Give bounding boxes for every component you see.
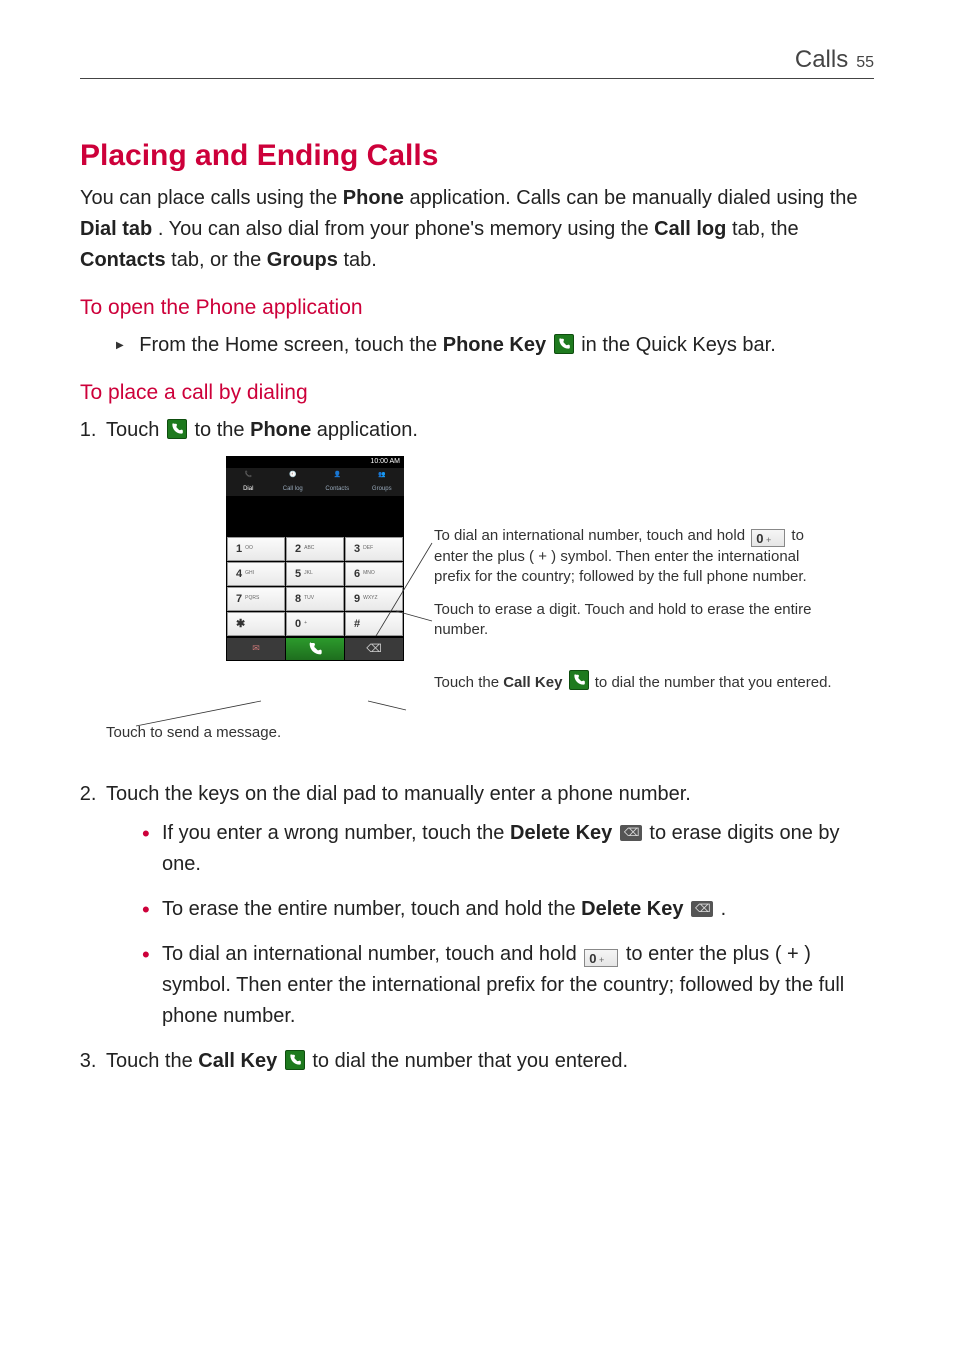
bullet-bold: Delete Key bbox=[510, 822, 618, 844]
key-star[interactable]: ✱ bbox=[227, 612, 285, 636]
callout-send-message: Touch to send a message. bbox=[106, 721, 874, 744]
bullet-text: . bbox=[721, 898, 727, 920]
bullet-bold: Delete Key bbox=[581, 898, 689, 920]
step2-bullet-a: If you enter a wrong number, touch the D… bbox=[142, 818, 874, 880]
step3-text: to dial the number that you entered. bbox=[312, 1050, 628, 1072]
step-3: Touch the Call Key to dial the number th… bbox=[102, 1046, 874, 1077]
intro-text: tab, the bbox=[732, 218, 799, 240]
step2-bullet-b: To erase the entire number, touch and ho… bbox=[142, 894, 874, 925]
delete-key-icon bbox=[620, 825, 642, 841]
phone-key-icon bbox=[167, 419, 187, 439]
header-section: Calls bbox=[795, 46, 848, 74]
status-time: 10:00 AM bbox=[370, 458, 400, 465]
phone-key-icon bbox=[285, 1050, 305, 1070]
tab-contacts[interactable]: 👤Contacts bbox=[315, 468, 360, 496]
tab-call-log[interactable]: 🕘Call log bbox=[271, 468, 316, 496]
figure-callouts: To dial an international number, touch a… bbox=[434, 456, 834, 705]
phone-key-icon bbox=[569, 670, 589, 690]
open-phone-bold: Phone Key bbox=[443, 334, 552, 356]
callout-erase: Touch to erase a digit. Touch and hold t… bbox=[434, 600, 834, 641]
tab-label: Dial bbox=[243, 486, 253, 492]
subhead-place-call: To place a call by dialing bbox=[80, 381, 874, 405]
zero-key-icon bbox=[751, 529, 785, 547]
callout-text: Touch the bbox=[434, 674, 503, 691]
key-1[interactable]: 1OO bbox=[227, 537, 285, 561]
callout-international: To dial an international number, touch a… bbox=[434, 526, 834, 588]
key-0[interactable]: 0+ bbox=[286, 612, 344, 636]
bullet-text: To dial an international number, touch a… bbox=[162, 943, 582, 965]
intro-bold-contacts: Contacts bbox=[80, 249, 166, 271]
key-4[interactable]: 4GHI bbox=[227, 562, 285, 586]
intro-text: tab, or the bbox=[171, 249, 267, 271]
step-1: Touch to the Phone application. 10:00 AM… bbox=[102, 415, 874, 769]
delete-button[interactable]: ⌫ bbox=[345, 638, 403, 660]
intro-bold-dialtab: Dial tab bbox=[80, 218, 152, 240]
subhead-open-phone: To open the Phone application bbox=[80, 296, 874, 320]
phone-key-icon bbox=[554, 334, 574, 354]
step3-text: Touch the bbox=[106, 1050, 198, 1072]
step2-bullet-c: To dial an international number, touch a… bbox=[142, 939, 874, 1032]
callout-bold: Call Key bbox=[503, 674, 566, 691]
bullet-text: If you enter a wrong number, touch the bbox=[162, 822, 510, 844]
status-bar: 10:00 AM bbox=[226, 456, 404, 468]
tab-label: Contacts bbox=[325, 486, 349, 492]
intro-paragraph: You can place calls using the Phone appl… bbox=[80, 183, 874, 276]
key-6[interactable]: 6MNO bbox=[345, 562, 403, 586]
number-display bbox=[226, 496, 404, 536]
header-page-number: 55 bbox=[856, 54, 874, 72]
key-9[interactable]: 9WXYZ bbox=[345, 587, 403, 611]
callout-text: Touch to erase a digit. Touch and hold t… bbox=[434, 601, 811, 638]
callout-text: to dial the number that you entered. bbox=[595, 674, 832, 691]
open-phone-block: From the Home screen, touch the Phone Ke… bbox=[80, 330, 874, 361]
triangle-bullet-icon bbox=[116, 334, 134, 356]
page-header: Calls 55 bbox=[80, 40, 874, 79]
dialer-screenshot: 10:00 AM 📞Dial 🕘Call log 👤Contacts 👥Grou… bbox=[226, 456, 404, 661]
tab-groups[interactable]: 👥Groups bbox=[360, 468, 405, 496]
dialer-tabs: 📞Dial 🕘Call log 👤Contacts 👥Groups bbox=[226, 468, 404, 496]
tab-label: Groups bbox=[372, 486, 392, 492]
key-5[interactable]: 5JKL bbox=[286, 562, 344, 586]
call-button[interactable] bbox=[286, 638, 344, 660]
tab-label: Call log bbox=[283, 486, 303, 492]
bullet-text: To erase the entire number, touch and ho… bbox=[162, 898, 581, 920]
step3-bold: Call Key bbox=[198, 1050, 282, 1072]
intro-bold-phone: Phone bbox=[343, 187, 404, 209]
intro-text: You can place calls using the bbox=[80, 187, 343, 209]
key-3[interactable]: 3DEF bbox=[345, 537, 403, 561]
callout-call-key: Touch the Call Key to dial the number th… bbox=[434, 670, 834, 693]
intro-bold-calllog: Call log bbox=[654, 218, 726, 240]
key-hash[interactable]: # bbox=[345, 612, 403, 636]
step2-text: Touch the keys on the dial pad to manual… bbox=[106, 783, 691, 805]
sms-button[interactable]: ✉ bbox=[227, 638, 285, 660]
tab-dial[interactable]: 📞Dial bbox=[226, 468, 271, 496]
key-8[interactable]: 8TUV bbox=[286, 587, 344, 611]
key-2[interactable]: 2ABC bbox=[286, 537, 344, 561]
step-2: Touch the keys on the dial pad to manual… bbox=[102, 779, 874, 1032]
step1-text: to the bbox=[195, 419, 251, 441]
intro-text: tab. bbox=[343, 249, 376, 271]
zero-key-icon bbox=[584, 949, 618, 967]
intro-bold-groups: Groups bbox=[267, 249, 338, 271]
callout-text: To dial an international number, touch a… bbox=[434, 527, 749, 544]
step1-bold: Phone bbox=[250, 419, 311, 441]
delete-key-icon bbox=[691, 901, 713, 917]
intro-text: application. Calls can be manually diale… bbox=[409, 187, 857, 209]
dial-keypad: 1OO 2ABC 3DEF 4GHI 5JKL 6MNO 7PQRS bbox=[226, 536, 404, 638]
step1-text: application. bbox=[317, 419, 418, 441]
key-7[interactable]: 7PQRS bbox=[227, 587, 285, 611]
open-phone-text: in the Quick Keys bar. bbox=[581, 334, 776, 356]
step1-text: Touch bbox=[106, 419, 165, 441]
intro-text: . You can also dial from your phone's me… bbox=[158, 218, 654, 240]
open-phone-text: From the Home screen, touch the bbox=[139, 334, 442, 356]
page-title: Placing and Ending Calls bbox=[80, 139, 874, 173]
